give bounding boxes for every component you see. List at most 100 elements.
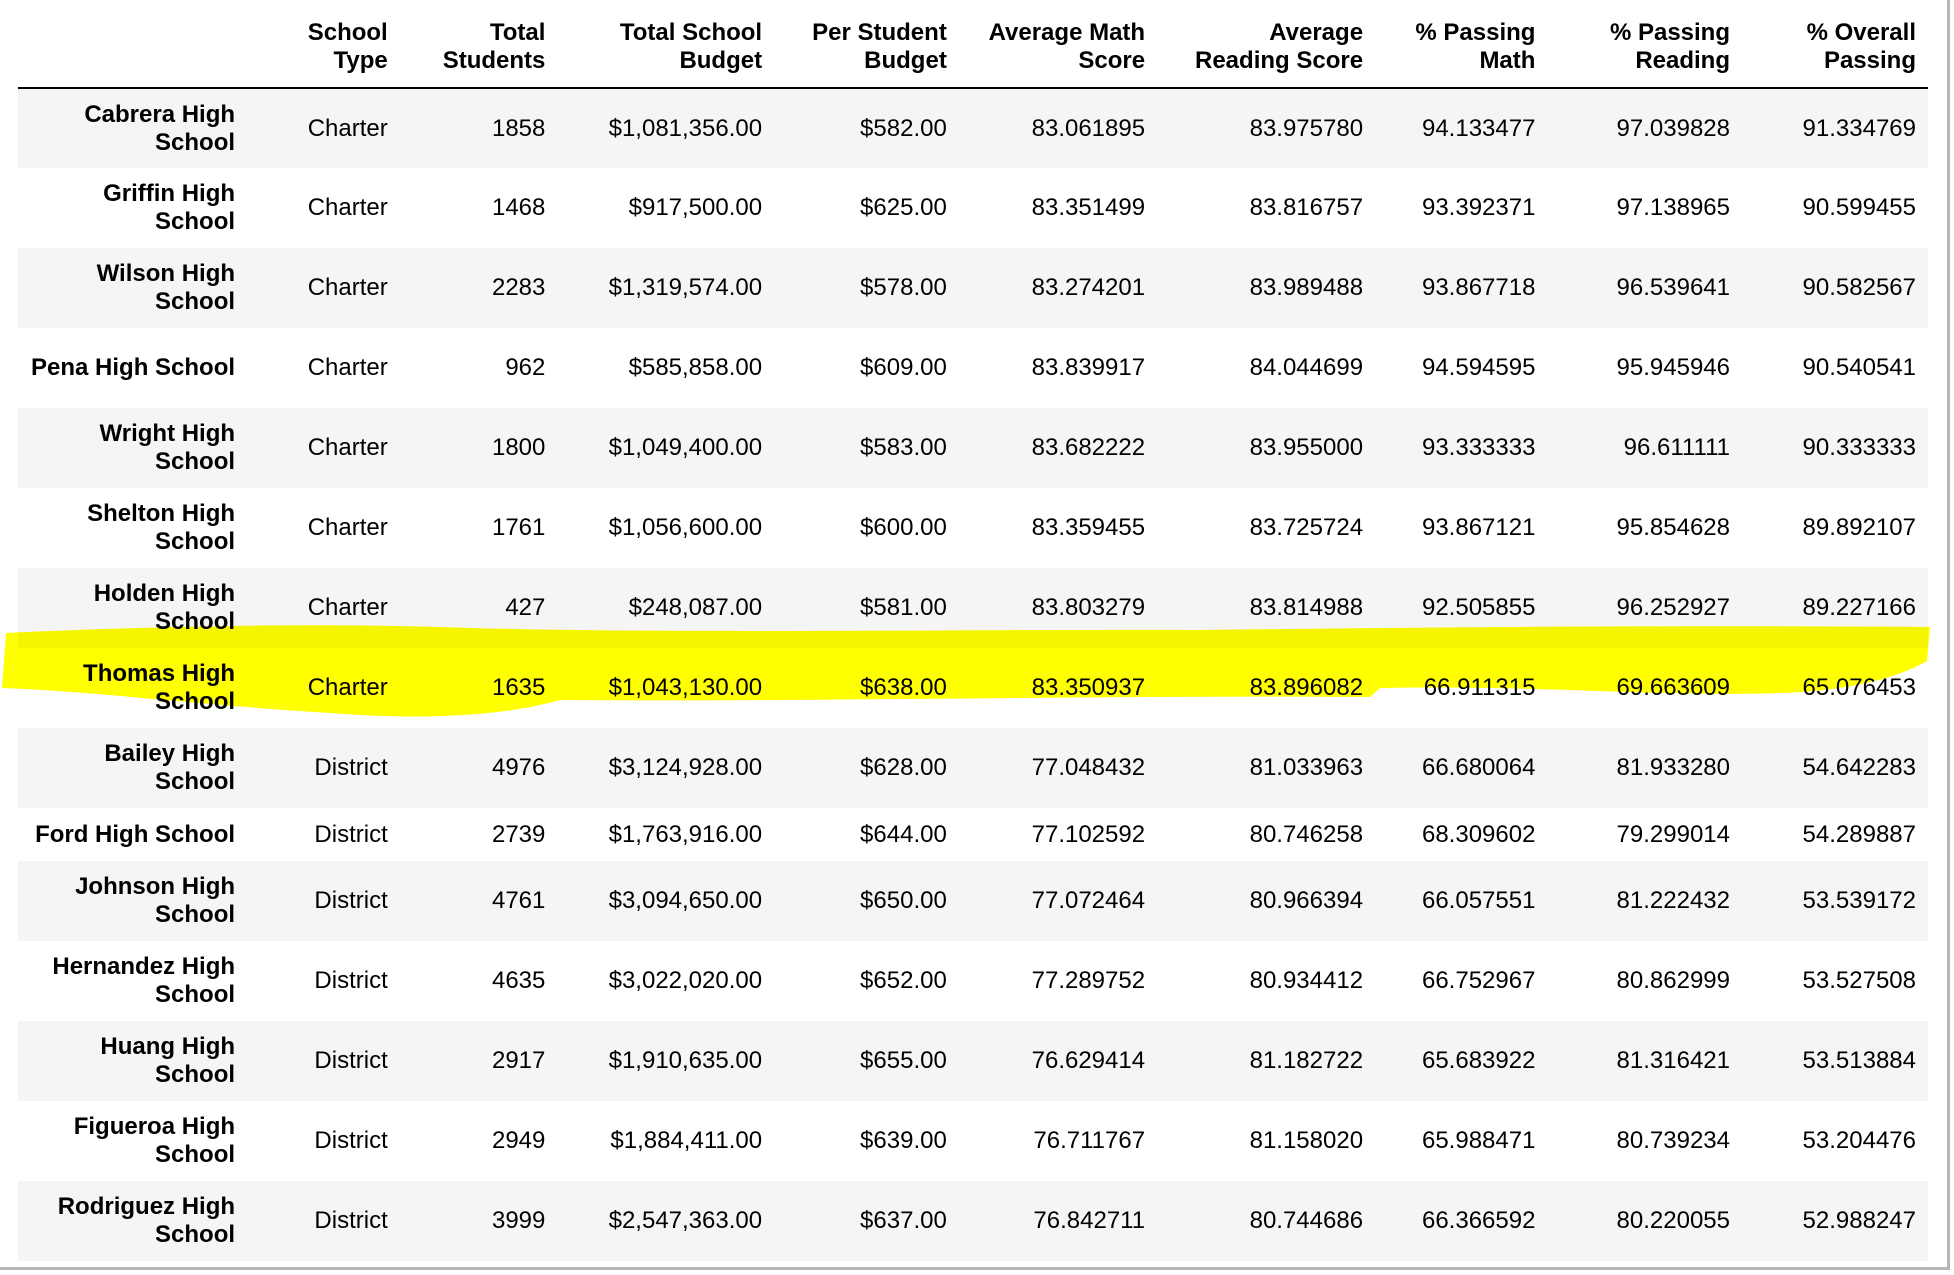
cell-school-type: District — [314, 820, 388, 848]
cell-per-student-budget: $644.00 — [860, 820, 947, 848]
cell-total-students: 1858 — [491, 114, 546, 142]
cell-per-student-budget: $652.00 — [860, 967, 947, 994]
table-header: School Type Total Students Total School … — [18, 0, 1928, 89]
cell-per-student-budget: $600.00 — [860, 514, 947, 541]
cell-overall-passing: 90.540541 — [1802, 354, 1916, 381]
cell-overall-passing: 90.599455 — [1802, 194, 1916, 221]
school-name-cell: Shelton High School — [87, 500, 236, 555]
cell-overall-passing: 54.642283 — [1802, 754, 1916, 781]
cell-total-school-budget: $1,049,400.00 — [608, 434, 763, 461]
cell-passing-reading: 97.039828 — [1616, 114, 1730, 142]
cell-per-student-budget: $609.00 — [860, 354, 947, 381]
header-average-reading-score: Average Reading Score — [1157, 0, 1376, 89]
cell-total-school-budget: $1,763,916.00 — [608, 820, 763, 848]
header-overall-passing: % Overall Passing — [1742, 0, 1928, 89]
cell-average-reading-score: 81.033963 — [1249, 754, 1364, 781]
cell-passing-reading: 95.854628 — [1616, 514, 1730, 541]
table-row: Hernandez High School District 4635 $3,022,… — [18, 941, 1928, 1021]
cell-passing-reading: 81.316421 — [1616, 1047, 1730, 1074]
cell-average-math-score: 83.359455 — [1031, 514, 1146, 541]
table-row: Thomas High School Charter 1635 $1,043,130.… — [18, 648, 1928, 728]
header-average-math-score: Average Math Score — [958, 0, 1158, 89]
school-name-cell: Pena High School — [31, 354, 236, 381]
cell-school-type: District — [314, 967, 388, 994]
cell-average-math-score: 83.803279 — [1031, 594, 1146, 621]
cell-passing-reading: 81.933280 — [1616, 754, 1730, 781]
cell-passing-math: 65.683922 — [1421, 1047, 1536, 1074]
cell-total-school-budget: $3,124,928.00 — [608, 754, 763, 781]
cell-school-type: Charter — [307, 114, 388, 142]
cell-total-school-budget: $1,884,411.00 — [610, 1127, 763, 1154]
header-per-student-budget: Per Student Budget — [774, 0, 959, 89]
cell-total-students: 2283 — [491, 274, 546, 301]
cell-school-type: District — [314, 1207, 388, 1234]
header-total-students: Total Students — [399, 0, 558, 89]
cell-overall-passing: 53.527508 — [1802, 967, 1916, 994]
cell-total-school-budget: $1,056,600.00 — [608, 514, 763, 541]
cell-school-type: District — [314, 1127, 388, 1154]
school-name-cell: Thomas High School — [83, 660, 236, 715]
cell-average-math-score: 83.274201 — [1031, 274, 1146, 301]
cell-passing-math: 65.988471 — [1421, 1127, 1536, 1154]
table-row: Ford High School District 2739 $1,763,916.0… — [18, 808, 1928, 861]
school-name-cell: Rodriguez High School — [57, 1193, 236, 1248]
cell-total-students: 1468 — [491, 194, 546, 221]
cell-passing-math: 66.752967 — [1421, 967, 1536, 994]
cell-per-student-budget: $582.00 — [860, 114, 947, 142]
cell-average-reading-score: 80.744686 — [1249, 1207, 1364, 1234]
table-row: Wilson High School Charter 2283 $1,319,574.… — [18, 248, 1928, 328]
table-row: Pena High School Charter 962 $585,858.00 $60… — [18, 328, 1928, 408]
cell-average-math-score: 77.048432 — [1031, 754, 1146, 781]
cell-overall-passing: 90.333333 — [1802, 434, 1916, 461]
cell-school-type: Charter — [307, 514, 388, 541]
cell-average-math-score: 76.842711 — [1033, 1207, 1146, 1234]
cell-passing-reading: 96.252927 — [1616, 594, 1730, 621]
cell-passing-reading: 80.862999 — [1616, 967, 1730, 994]
cell-passing-reading: 79.299014 — [1616, 820, 1730, 848]
cell-overall-passing: 91.334769 — [1802, 114, 1916, 142]
cell-overall-passing: 53.204476 — [1802, 1127, 1916, 1154]
cell-total-school-budget: $2,547,363.00 — [608, 1207, 763, 1234]
cell-average-reading-score: 83.989488 — [1249, 274, 1364, 301]
cell-per-student-budget: $578.00 — [860, 274, 947, 301]
cell-passing-reading: 81.222432 — [1616, 887, 1730, 914]
cell-overall-passing: 90.582567 — [1802, 274, 1916, 301]
cell-per-student-budget: $638.00 — [860, 674, 947, 701]
table-row: Wright High School Charter 1800 $1,049,400.… — [18, 408, 1928, 488]
table-row: Griffin High School Charter 1468 $917,500.0… — [18, 168, 1928, 248]
cell-passing-math: 93.333333 — [1421, 434, 1536, 461]
table-row: Rodriguez High School District 3999 $2,547,… — [18, 1181, 1928, 1261]
cell-average-math-score: 76.629414 — [1031, 1047, 1146, 1074]
cell-average-reading-score: 84.044699 — [1249, 354, 1364, 381]
cell-average-reading-score: 83.816757 — [1249, 194, 1364, 221]
cell-per-student-budget: $583.00 — [860, 434, 947, 461]
table-row: Huang High School District 2917 $1,910,635.… — [18, 1021, 1928, 1101]
cell-average-math-score: 83.351499 — [1031, 194, 1146, 221]
cell-school-type: District — [314, 754, 388, 781]
school-name-cell: Hernandez High School — [52, 953, 236, 1008]
cell-total-students: 4976 — [491, 754, 546, 781]
cell-school-type: Charter — [307, 354, 388, 381]
cell-overall-passing: 54.289887 — [1802, 820, 1916, 848]
cell-passing-reading: 96.611111 — [1623, 434, 1730, 461]
cell-passing-math: 93.392371 — [1421, 194, 1536, 221]
cell-average-math-score: 83.839917 — [1031, 354, 1146, 381]
cell-school-type: Charter — [307, 594, 388, 621]
cell-passing-math: 94.133477 — [1421, 114, 1536, 142]
school-name-cell: Bailey High School — [104, 740, 236, 795]
cell-average-reading-score: 83.955000 — [1249, 434, 1364, 461]
header-passing-math: % Passing Math — [1375, 0, 1548, 89]
cell-average-reading-score: 83.896082 — [1249, 674, 1364, 701]
table-body: Cabrera High School Charter 1858 $1,081,356… — [18, 88, 1928, 1261]
cell-overall-passing: 53.513884 — [1802, 1047, 1916, 1074]
cell-school-type: District — [314, 887, 388, 914]
cell-total-school-budget: $1,319,574.00 — [608, 274, 763, 301]
cell-overall-passing: 89.227166 — [1802, 594, 1916, 621]
cell-school-type: Charter — [307, 194, 388, 221]
cell-total-school-budget: $585,858.00 — [628, 354, 763, 381]
cell-passing-math: 94.594595 — [1421, 354, 1536, 381]
cell-average-math-score: 77.102592 — [1031, 820, 1146, 848]
cell-per-student-budget: $628.00 — [860, 754, 947, 781]
cell-total-students: 1635 — [491, 674, 546, 701]
cell-passing-math: 92.505855 — [1421, 594, 1536, 621]
